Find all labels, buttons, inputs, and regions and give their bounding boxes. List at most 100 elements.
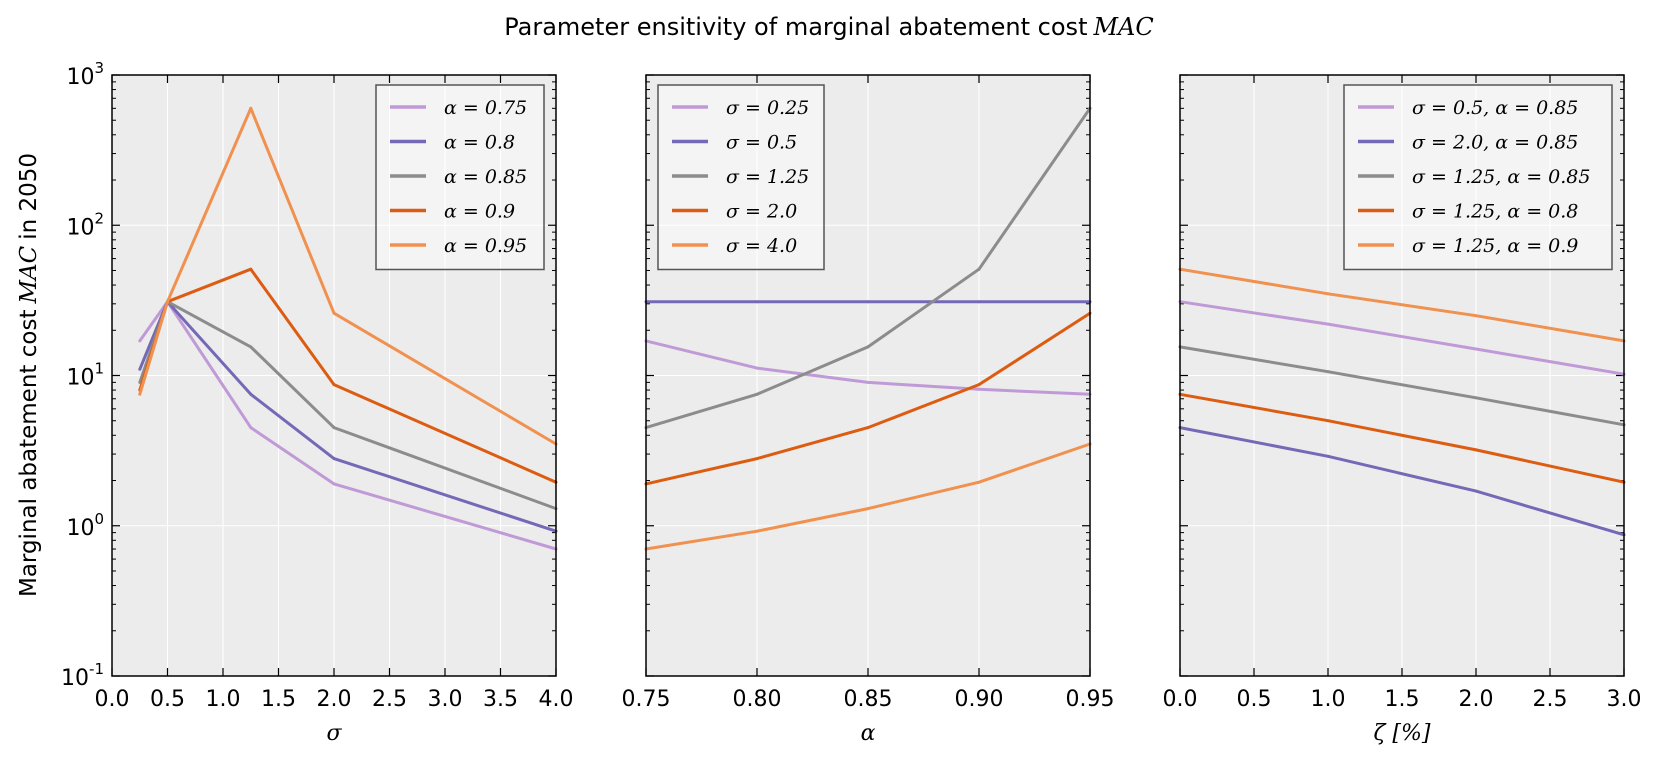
x-axis-label: α <box>861 721 876 746</box>
data-point <box>249 267 253 271</box>
x-tick-label: 1.0 <box>1311 687 1346 712</box>
x-tick-label: 3.0 <box>428 687 463 712</box>
y-tick-label: 103 <box>66 59 104 90</box>
x-tick-label: 2.5 <box>372 687 407 712</box>
x-tick-label: 0.5 <box>1237 687 1272 712</box>
legend-label: σ = 4.0 <box>726 235 797 257</box>
plot-frame <box>645 74 1091 677</box>
x-tick-label: 0.90 <box>955 687 1004 712</box>
y-tick-label: 102 <box>66 209 104 240</box>
x-tick-label: 2.0 <box>317 687 352 712</box>
data-point <box>249 345 253 349</box>
data-point <box>755 457 759 461</box>
subplot-3: 0.0 0.5 1.0 1.5 2.0 2.5 3.0 ζ [%] σ = 0.5, α = 0… <box>1163 74 1642 746</box>
legend-label: σ = 2.0 <box>726 201 797 223</box>
x-tick-label: 0.85 <box>844 687 893 712</box>
legend: σ = 0.5, α = 0.85 σ = 2.0, α = 0.85 σ = 1.… <box>1343 84 1613 271</box>
x-tick-label: 0.95 <box>1066 687 1115 712</box>
y-axis-label-prefix: Marginal abatement cost <box>16 310 42 598</box>
x-tick-label: 3.0 <box>1607 687 1642 712</box>
data-point <box>332 457 336 461</box>
data-point <box>249 426 253 430</box>
data-point <box>977 480 981 484</box>
chart-title-text: Parameter ensitivity of marginal abateme… <box>504 13 1087 41</box>
chart-title-math: MAC <box>1092 13 1153 41</box>
x-axis-label: σ <box>326 721 342 746</box>
data-point <box>138 367 142 371</box>
legend-label: α = 0.85 <box>444 166 527 188</box>
subplot-1: 0.0 0.5 1.0 1.5 2.0 2.5 3.0 3.5 4.0 10-1 100 101 102… <box>61 59 573 746</box>
x-tick-label: 1.5 <box>261 687 296 712</box>
data-point <box>1474 489 1478 493</box>
x-tick-label: 4.0 <box>539 687 574 712</box>
plot-frame <box>1179 74 1625 677</box>
x-tick-label: 0.0 <box>1163 687 1198 712</box>
data-point <box>866 426 870 430</box>
data-point <box>249 106 253 110</box>
data-point <box>866 380 870 384</box>
data-point <box>866 345 870 349</box>
x-tick-label: 0.75 <box>622 687 671 712</box>
data-point <box>977 383 981 387</box>
data-point <box>1326 419 1330 423</box>
data-point <box>755 300 759 304</box>
legend-label: σ = 0.25 <box>726 97 809 119</box>
legend-label: α = 0.9 <box>444 201 515 223</box>
legend-label: α = 0.75 <box>444 97 527 119</box>
data-point <box>866 507 870 511</box>
data-point <box>249 392 253 396</box>
legend: α = 0.75 α = 0.8 α = 0.85 α = 0.9 α = 0.95 <box>375 84 545 271</box>
legend-label: σ = 1.25, α = 0.9 <box>1412 235 1578 257</box>
data-point <box>755 529 759 533</box>
data-point <box>755 366 759 370</box>
data-point <box>332 482 336 486</box>
data-point <box>1326 322 1330 326</box>
data-point <box>1326 370 1330 374</box>
x-tick-label: 3.5 <box>483 687 518 712</box>
x-tick-label: 0.5 <box>150 687 185 712</box>
y-axis-label-math: MAC <box>16 245 42 304</box>
series-line-4 <box>1179 392 1625 484</box>
legend-label: α = 0.95 <box>444 235 527 257</box>
x-tick-label: 2.0 <box>1459 687 1494 712</box>
series-line-2 <box>1179 426 1625 537</box>
series-line-5 <box>1179 267 1625 343</box>
x-tick-label: 1.5 <box>1385 687 1420 712</box>
data-point <box>977 387 981 391</box>
x-tick-label: 1.0 <box>206 687 241 712</box>
x-tick-label: 0.0 <box>95 687 130 712</box>
data-point <box>1326 292 1330 296</box>
data-point <box>866 300 870 304</box>
y-tick-label: 100 <box>66 510 104 541</box>
legend: σ = 0.25 σ = 0.5 σ = 1.25 σ = 2.0 σ = 4.0 <box>657 84 825 271</box>
series-line-3 <box>1179 345 1625 427</box>
legend-label: σ = 1.25, α = 0.85 <box>1412 166 1591 188</box>
legend-label: σ = 2.0, α = 0.85 <box>1412 132 1578 154</box>
data-point <box>138 392 142 396</box>
data-point <box>332 311 336 315</box>
legend-label: σ = 1.25 <box>726 166 809 188</box>
chart-title: Parameter ensitivity of marginal abateme… <box>504 13 1154 41</box>
data-point <box>332 383 336 387</box>
legend-label: σ = 0.5, α = 0.85 <box>1412 97 1578 119</box>
data-point <box>166 300 169 304</box>
legend-label: σ = 1.25, α = 0.8 <box>1412 201 1578 223</box>
subplots: 0.0 0.5 1.0 1.5 2.0 2.5 3.0 3.5 4.0 10-1 100 101 102… <box>61 59 1641 746</box>
data-point <box>1326 454 1330 458</box>
x-tick-label: 0.80 <box>733 687 782 712</box>
data-point <box>1474 314 1478 318</box>
y-axis-label-suffix: in 2050 <box>16 153 42 240</box>
data-point <box>1474 448 1478 452</box>
data-point <box>138 339 142 343</box>
y-tick-label: 10-1 <box>61 660 104 691</box>
legend-label: α = 0.8 <box>444 132 515 154</box>
x-tick-label: 2.5 <box>1533 687 1568 712</box>
plot-frame <box>111 74 557 677</box>
data-point <box>977 267 981 271</box>
y-tick-label: 101 <box>66 360 104 391</box>
data-point <box>1474 347 1478 351</box>
series-line-1 <box>1179 300 1625 376</box>
y-axis-label: Marginal abatement cost MAC in 2050 <box>16 153 42 597</box>
